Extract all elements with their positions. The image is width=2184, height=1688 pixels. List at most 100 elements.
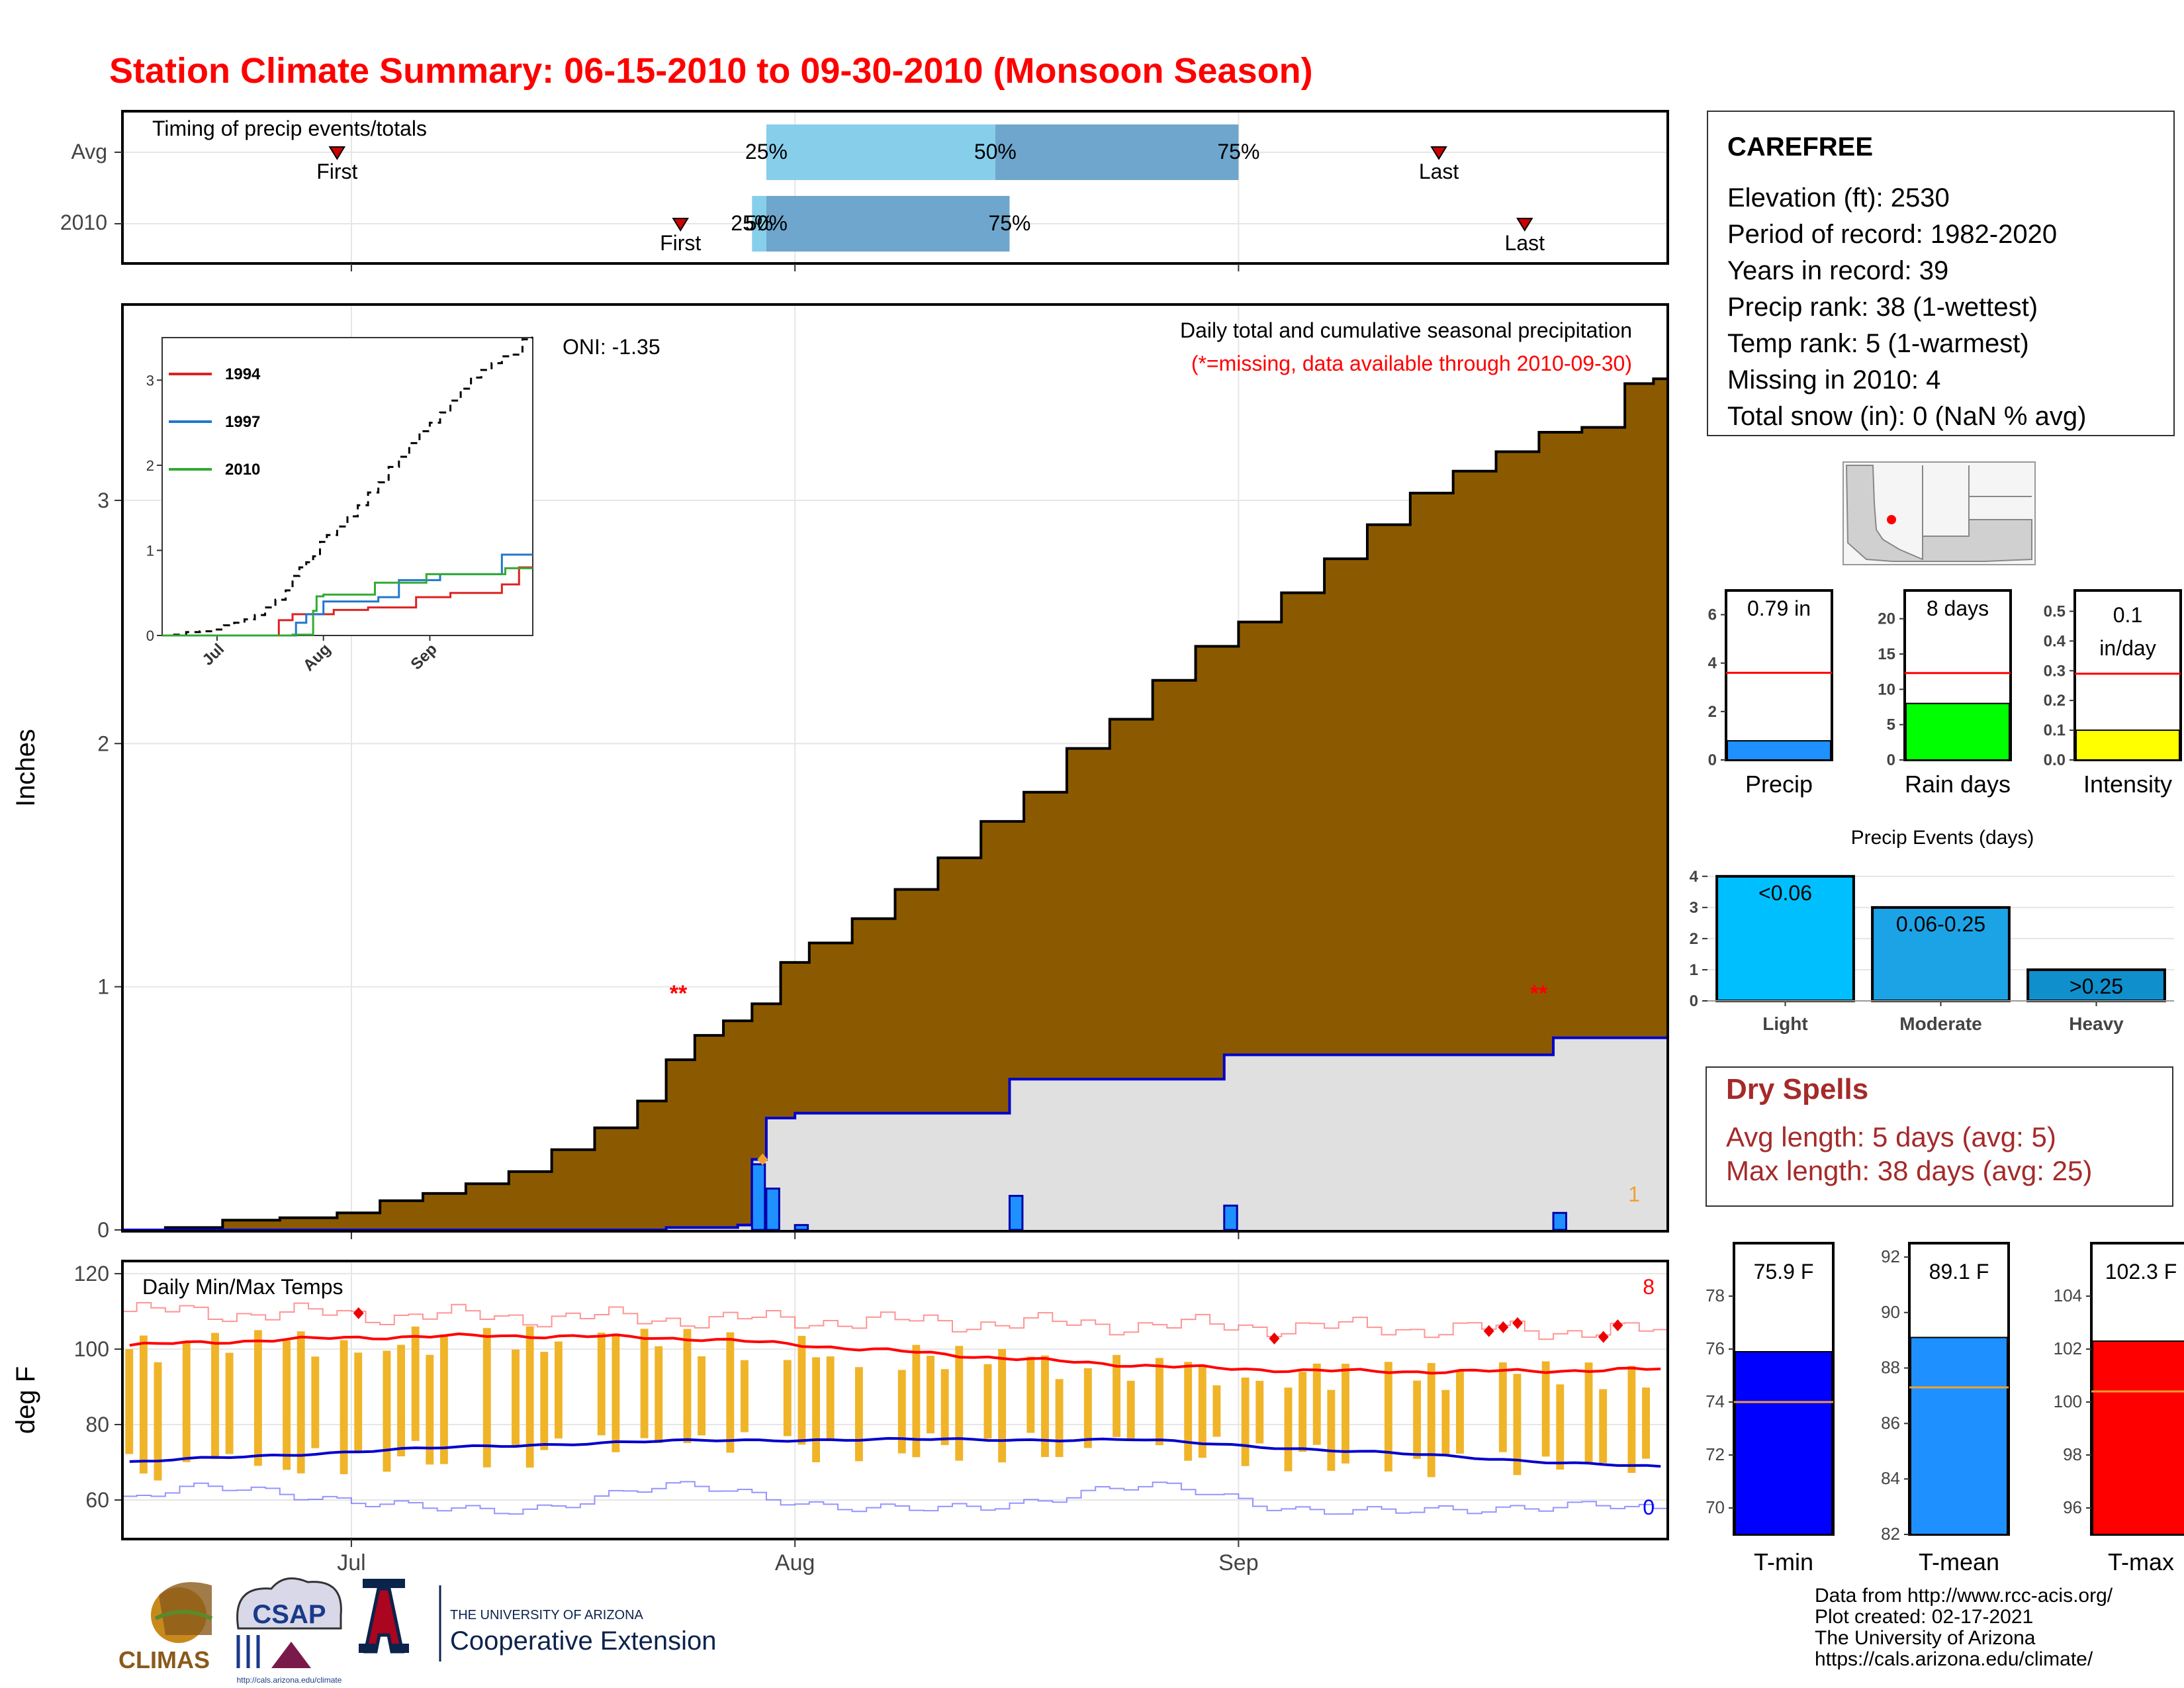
station-info-line: Period of record: 1982-2020 xyxy=(1727,220,2057,249)
station-info-line: Temp rank: 5 (1-warmest) xyxy=(1727,329,2029,358)
record-high-marker xyxy=(353,1307,364,1319)
mini-bar-rain-days xyxy=(1905,702,2010,761)
daily-temp-bar xyxy=(512,1349,520,1446)
temp-bar-ytick-label: 100 xyxy=(2054,1391,2082,1411)
daily-temp-bar xyxy=(383,1350,391,1472)
temp-bar-category-label: T-max xyxy=(2108,1548,2174,1575)
daily-temp-bar xyxy=(540,1352,549,1450)
events-bar-label: 0.06-0.25 xyxy=(1896,912,1985,936)
timing-2010-last-label: Last xyxy=(1505,231,1545,255)
timing-avg-bar-50-75 xyxy=(995,124,1239,180)
daily-temp-bar xyxy=(1498,1362,1507,1452)
inset-legend-label: 2010 xyxy=(225,461,260,479)
temp-bar-ytick-label: 88 xyxy=(1881,1358,1900,1378)
page-title: Station Climate Summary: 06-15-2010 to 0… xyxy=(109,51,1313,91)
daily-temp-bar xyxy=(1441,1389,1450,1456)
temp-bar-ytick-label: 78 xyxy=(1706,1286,1725,1305)
daily-temp-bar xyxy=(1255,1380,1264,1444)
station-info-line: Total snow (in): 0 (NaN % avg) xyxy=(1727,402,2086,431)
temp-bar-ytick-label: 86 xyxy=(1881,1413,1900,1432)
inset-line-1994 xyxy=(162,566,533,637)
temp-bar-ytick-label: 74 xyxy=(1706,1391,1725,1411)
events-ytick-label: 3 xyxy=(1690,899,1698,917)
daily-temp-bar xyxy=(411,1326,420,1441)
temp-panel-frame xyxy=(121,1260,1669,1540)
tmin-record-line xyxy=(122,1481,1668,1515)
daily-temp-bar xyxy=(1556,1384,1565,1470)
timing-avg-p50-label: 50% xyxy=(974,140,1017,164)
avg-cumulative-area xyxy=(122,379,1668,1231)
daily-temp-bar xyxy=(296,1331,305,1474)
temp-title: Daily Min/Max Temps xyxy=(142,1275,343,1299)
ua-logo: THE UNIVERSITY OF ARIZONA Cooperative Ex… xyxy=(359,1579,716,1662)
tmin-avg-line xyxy=(129,1436,1661,1468)
mini-bar-precip xyxy=(1727,740,1831,761)
station-info-line: Missing in 2010: 4 xyxy=(1727,365,1940,395)
temp-bar-t-min xyxy=(1735,1351,1833,1535)
dry-spells-avg-length: Avg length: 5 days (avg: 5) xyxy=(1726,1121,2056,1152)
temp-bar-value-label: 102.3 F xyxy=(2105,1260,2177,1284)
daily-temp-bar xyxy=(683,1329,692,1443)
temp-xtick-label: Jul xyxy=(337,1550,365,1575)
daily-temp-bar xyxy=(1413,1380,1422,1459)
temp-bar-ytick-label: 90 xyxy=(1881,1302,1900,1322)
daily-temp-bar xyxy=(1113,1354,1121,1437)
tmax-avg-line xyxy=(129,1332,1661,1375)
daily-temp-bar xyxy=(1026,1356,1035,1433)
oni-value: ONI: -1.35 xyxy=(563,335,660,359)
temp-bar-ytick-label: 98 xyxy=(2063,1444,2082,1464)
mini-bar-frame xyxy=(1725,589,1833,761)
csap-logo-url: http://cals.arizona.edu/climate xyxy=(237,1675,342,1685)
dry-spells-title: Dry Spells xyxy=(1726,1073,1868,1105)
temp-bar-ytick-label: 76 xyxy=(1706,1338,1725,1358)
daily-temp-bar xyxy=(397,1344,406,1457)
climas-logo: CLIMAS xyxy=(118,1582,213,1673)
ua-logo-top: THE UNIVERSITY OF ARIZONA xyxy=(450,1608,644,1622)
temp-ylabel: deg F xyxy=(11,1366,40,1434)
climas-logo-text: CLIMAS xyxy=(118,1646,210,1673)
temp-ytick-label: 60 xyxy=(85,1488,109,1512)
mini-bar-ytick-label: 4 xyxy=(1708,655,1717,673)
temp-ytick-label: 100 xyxy=(74,1337,109,1361)
daily-temp-bar xyxy=(1456,1370,1464,1454)
mini-bar-ytick-label: 20 xyxy=(1878,610,1895,628)
daily-temp-bar xyxy=(1327,1389,1336,1471)
precip-note-title: Daily total and cumulative seasonal prec… xyxy=(1180,318,1632,342)
daily-temp-bar xyxy=(655,1346,663,1444)
dry-spells-max-length: Max length: 38 days (avg: 25) xyxy=(1726,1155,2092,1186)
daily-temp-bar xyxy=(283,1340,291,1470)
events-bar-moderate xyxy=(1871,906,2011,1003)
temp-bar-t-mean xyxy=(1910,1336,2008,1535)
daily-temp-bar xyxy=(354,1352,363,1452)
daily-temp-bar xyxy=(1212,1385,1221,1437)
daily-precip-bar xyxy=(1008,1195,1024,1231)
precip-ytick-label: 1 xyxy=(97,975,109,999)
daily-temp-bar xyxy=(1083,1368,1092,1448)
events-bar-label: <0.06 xyxy=(1758,881,1812,905)
daily-temp-bar xyxy=(940,1369,949,1446)
ua-logo-bottom: Cooperative Extension xyxy=(450,1626,716,1656)
daily-temp-bar xyxy=(1041,1355,1049,1458)
temp-ytick-label: 120 xyxy=(74,1262,109,1286)
csap-logo: CSAP http://cals.arizona.edu/climate xyxy=(236,1577,342,1685)
mini-bar-ytick-label: 10 xyxy=(1878,680,1895,698)
inset-legend-label: 1994 xyxy=(225,365,261,383)
mini-bar-ytick-label: 0.0 xyxy=(2044,751,2066,769)
station-location-dot xyxy=(1887,515,1896,524)
events-category-label: Moderate xyxy=(1899,1013,1981,1034)
daily-temp-bar xyxy=(612,1333,620,1452)
daily-temp-bar xyxy=(182,1342,191,1462)
timing-avg-p25-label: 25% xyxy=(745,140,788,164)
temp-bar-ytick-label: 72 xyxy=(1706,1444,1725,1464)
temp-bar-ytick-label: 82 xyxy=(1881,1524,1900,1544)
daily-temp-bar xyxy=(897,1370,906,1454)
daily-temp-bar xyxy=(125,1349,134,1454)
mini-bar-value-label: 0.79 in xyxy=(1747,596,1811,620)
temp-panel-bg xyxy=(122,1261,1668,1539)
daily-temp-bar xyxy=(525,1326,534,1468)
temp-bar-value-label: 75.9 F xyxy=(1754,1260,1814,1284)
inset-legend-label: 1997 xyxy=(225,413,260,431)
station-info-line: Years in record: 39 xyxy=(1727,256,1948,285)
temp-panel: 60 80 100 120 deg F Daily Min/Max Temps 8 0… xyxy=(11,1260,1669,1575)
missing-mark-2: ** xyxy=(1530,981,1548,1006)
